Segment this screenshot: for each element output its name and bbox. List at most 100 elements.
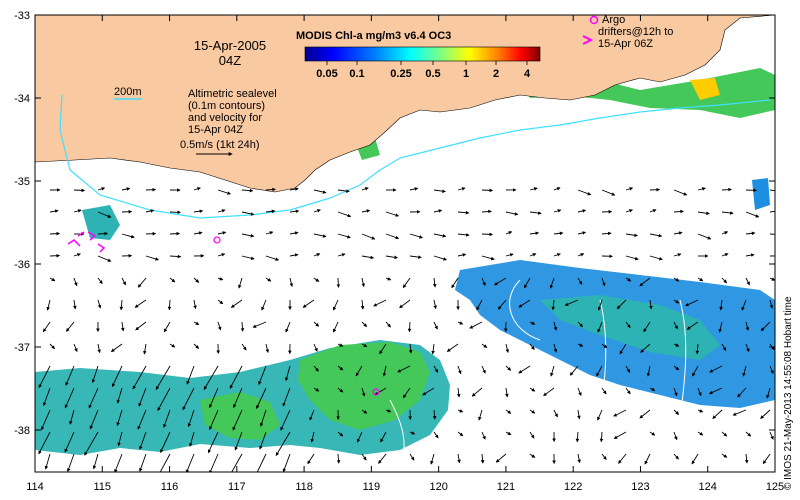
velocity-vector [193, 187, 201, 191]
velocity-vector [332, 299, 339, 311]
velocity-vector [110, 343, 123, 352]
velocity-vector [625, 233, 638, 238]
velocity-vector [379, 343, 387, 355]
velocity-vector [385, 277, 392, 281]
velocity-vector [769, 277, 775, 281]
velocity-vector [117, 431, 123, 447]
velocity-vector [337, 387, 344, 393]
velocity-vector [91, 365, 99, 383]
x-tick-label: 124 [699, 481, 717, 493]
velocity-vector [721, 187, 732, 192]
velocity-vector [310, 431, 315, 443]
velocity-vector [575, 431, 580, 443]
velocity-vector [543, 387, 555, 397]
x-tick-label: 121 [497, 481, 515, 493]
velocity-vector [408, 343, 413, 354]
velocity-vector [481, 431, 486, 440]
velocity-vector [769, 210, 775, 213]
velocity-vector [193, 299, 197, 310]
velocity-vector [708, 387, 723, 395]
velocity-vector [261, 299, 267, 311]
velocity-vector [673, 277, 680, 282]
velocity-vector [73, 188, 86, 193]
velocity-vector [721, 453, 728, 458]
velocity-vector [186, 365, 195, 385]
velocity-vector [289, 231, 299, 235]
velocity-vector [597, 299, 603, 311]
y-tick-label: -38 [14, 425, 30, 437]
velocity-vector [673, 299, 680, 304]
argo-legend-line: drifters@12h to [598, 26, 674, 38]
velocity-vector [741, 299, 747, 311]
land-mass [35, 15, 775, 193]
velocity-vector [553, 187, 561, 191]
velocity-vector [518, 365, 531, 374]
velocity-vector [259, 409, 267, 427]
sealevel-contours [389, 279, 687, 471]
y-tick-label: -36 [14, 259, 30, 271]
velocity-vector [431, 343, 435, 355]
velocity-vector [138, 387, 147, 407]
velocity-vector [337, 431, 344, 437]
depth-contour-200m [59, 94, 771, 219]
velocity-vector [518, 299, 531, 308]
velocity-vector [289, 187, 299, 191]
velocity-vector [762, 453, 771, 465]
velocity-vector [457, 409, 464, 413]
velocity-vector [97, 343, 101, 354]
velocity-vector [265, 231, 274, 235]
velocity-vector [217, 253, 226, 257]
legend-line: Altimetric sealevel [188, 88, 277, 100]
argo-legend-line: Argo [602, 14, 626, 26]
velocity-vector [284, 365, 291, 382]
velocity-vector [712, 409, 723, 420]
velocity-vector [529, 343, 535, 350]
velocity-vector [569, 365, 579, 376]
velocity-vector [673, 409, 680, 415]
velocity-vector [644, 453, 651, 465]
velocity-vector [155, 365, 171, 391]
velocity-vector [639, 409, 651, 419]
velocity-vector [309, 409, 315, 421]
velocity-vector [597, 321, 603, 333]
velocity-vector [737, 387, 747, 398]
velocity-vector [673, 365, 680, 371]
velocity-vector [433, 233, 447, 238]
velocity-vector [505, 365, 512, 371]
velocity-vector [313, 365, 319, 372]
velocity-vector [433, 255, 447, 261]
velocity-vector [89, 409, 99, 430]
colorbar-tick-label: 0.25 [390, 68, 411, 80]
velocity-vector [265, 343, 270, 353]
velocity-vector [182, 387, 195, 411]
velocity-vector [577, 387, 582, 397]
velocity-vector [313, 253, 321, 257]
velocity-vector [732, 409, 747, 416]
velocity-vector [114, 453, 123, 472]
velocity-vector [145, 255, 159, 261]
x-tick-label: 119 [363, 481, 381, 493]
velocity-vector [256, 387, 267, 410]
velocity-vector [121, 187, 131, 191]
velocity-vector [766, 387, 771, 399]
velocity-vector [553, 231, 564, 236]
velocity-vector [385, 255, 398, 260]
date-text: 15-Apr-2005 [193, 38, 267, 53]
velocity-vector [686, 321, 699, 330]
velocity-vector [673, 431, 678, 441]
velocity-vector [361, 387, 366, 397]
velocity-vector [481, 209, 492, 214]
velocity-vector [564, 299, 579, 306]
x-tick-label: 125 [766, 481, 784, 493]
velocity-vector [402, 277, 411, 289]
velocity-vector [361, 343, 368, 348]
velocity-vector [289, 277, 294, 287]
velocity-vector [49, 209, 59, 213]
velocity-vector [336, 277, 341, 288]
velocity-vector [73, 253, 81, 257]
velocity-vector [613, 431, 627, 439]
velocity-vector [577, 453, 581, 464]
velocity-vector [259, 431, 267, 450]
velocity-vector [265, 277, 272, 282]
velocity-vector [625, 277, 632, 282]
